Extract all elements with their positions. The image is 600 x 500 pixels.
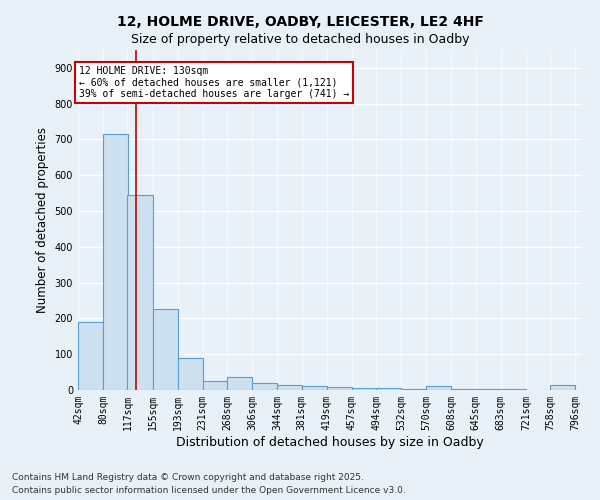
Text: 12 HOLME DRIVE: 130sqm
← 60% of detached houses are smaller (1,121)
39% of semi-: 12 HOLME DRIVE: 130sqm ← 60% of detached… — [79, 66, 350, 100]
Bar — [401, 389, 427, 390]
Bar — [277, 384, 302, 390]
X-axis label: Distribution of detached houses by size in Oadby: Distribution of detached houses by size … — [176, 436, 484, 448]
Bar — [376, 388, 401, 390]
Y-axis label: Number of detached properties: Number of detached properties — [36, 127, 49, 313]
Bar — [302, 386, 327, 390]
Bar — [103, 134, 128, 390]
Text: Contains HM Land Registry data © Crown copyright and database right 2025.: Contains HM Land Registry data © Crown c… — [12, 474, 364, 482]
Bar — [352, 388, 377, 390]
Text: Contains public sector information licensed under the Open Government Licence v3: Contains public sector information licen… — [12, 486, 406, 495]
Bar — [203, 381, 228, 390]
Bar — [178, 358, 203, 390]
Bar — [550, 384, 575, 390]
Bar — [127, 195, 152, 390]
Bar — [427, 386, 451, 390]
Bar — [252, 383, 277, 390]
Text: 12, HOLME DRIVE, OADBY, LEICESTER, LE2 4HF: 12, HOLME DRIVE, OADBY, LEICESTER, LE2 4… — [116, 15, 484, 29]
Bar — [327, 387, 352, 390]
Bar — [152, 310, 178, 390]
Text: Size of property relative to detached houses in Oadby: Size of property relative to detached ho… — [131, 32, 469, 46]
Bar — [227, 378, 252, 390]
Bar — [78, 322, 103, 390]
Bar — [451, 389, 476, 390]
